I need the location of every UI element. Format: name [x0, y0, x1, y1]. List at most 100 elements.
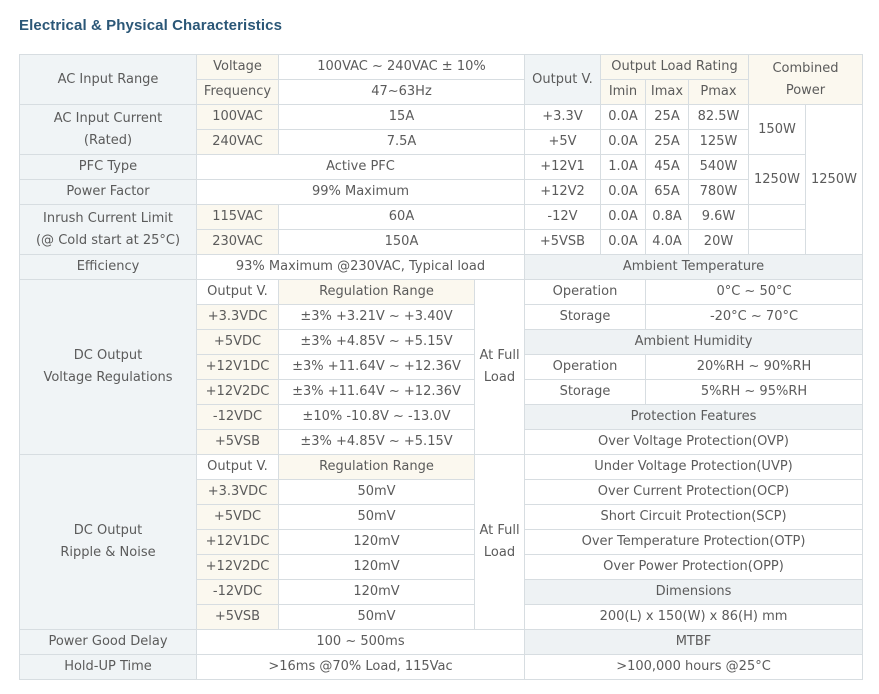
load-imax: 65A — [645, 179, 689, 205]
efficiency-label: Efficiency — [19, 254, 197, 280]
inrush-current-label: Inrush Current Limit (@ Cold start at 25… — [19, 204, 197, 255]
dc-reg-output-v: +12V1DC — [196, 354, 279, 380]
at-full-1: At Full — [479, 348, 520, 363]
inrush-label-1: Inrush Current Limit — [43, 210, 173, 226]
dc-ripple-output-v: +12V1DC — [196, 529, 279, 555]
humidity-operation-value: 20%RH ~ 90%RH — [645, 354, 863, 380]
current-amps: 7.5A — [278, 129, 525, 155]
dc-ripple-range-header: Regulation Range — [278, 454, 475, 480]
dimensions-value: 200(L) x 150(W) x 86(H) mm — [524, 604, 863, 630]
inrush-label-2: (@ Cold start at 25°C) — [35, 232, 181, 248]
load-pmax: 780W — [688, 179, 749, 205]
efficiency-value: 93% Maximum @230VAC, Typical load — [196, 254, 525, 280]
hold-up-time-label: Hold-UP Time — [19, 654, 197, 680]
load-output-v: +12V2 — [524, 179, 601, 205]
output-v-header: Output V. — [524, 54, 601, 105]
dc-reg-output-v-header: Output V. — [196, 279, 279, 305]
frequency-value: 47~63Hz — [278, 79, 525, 105]
dc-ripple-label-2: Ripple & Noise — [60, 545, 156, 560]
temp-operation-value: 0°C ~ 50°C — [645, 279, 863, 305]
load-output-v: +5V — [524, 129, 601, 155]
dimensions-header: Dimensions — [524, 579, 863, 605]
load-imin: 0.0A — [600, 204, 646, 230]
inrush-voltage: 115VAC — [196, 204, 279, 230]
dc-reg-range: ±3% +3.21V ~ +3.40V — [278, 304, 475, 330]
protection-item: Over Temperature Protection(OTP) — [524, 529, 863, 555]
dc-regulation-label: DC Output Voltage Regulations — [19, 279, 197, 455]
power-good-delay-value: 100 ~ 500ms — [196, 629, 525, 655]
ac-input-current-label: AC Input Current (Rated) — [19, 104, 197, 155]
dc-reg-label-1: DC Output — [73, 348, 143, 363]
power-good-delay-label: Power Good Delay — [19, 629, 197, 655]
temp-storage-label: Storage — [524, 304, 646, 330]
load-imax: 0.8A — [645, 204, 689, 230]
dc-ripple-output-v: -12VDC — [196, 579, 279, 605]
dc-ripple-label-1: DC Output — [73, 523, 143, 538]
dc-ripple-value: 120mV — [278, 554, 475, 580]
pmax-header: Pmax — [688, 79, 749, 105]
load-output-v: +3.3V — [524, 104, 601, 130]
output-load-rating-header: Output Load Rating — [600, 54, 749, 80]
imin-header: Imin — [600, 79, 646, 105]
load-pmax: 125W — [688, 129, 749, 155]
dc-reg-range: ±3% +4.85V ~ +5.15V — [278, 429, 475, 455]
protection-features-header: Protection Features — [524, 404, 863, 430]
frequency-label: Frequency — [196, 79, 279, 105]
temp-storage-value: -20°C ~ 70°C — [645, 304, 863, 330]
current-label-1: AC Input Current — [53, 110, 163, 126]
at-full-1: At Full — [479, 523, 520, 538]
inrush-voltage: 230VAC — [196, 229, 279, 255]
protection-item: Over Power Protection(OPP) — [524, 554, 863, 580]
mtbf-value: >100,000 hours @25°C — [524, 654, 863, 680]
load-output-v: +12V1 — [524, 154, 601, 180]
mtbf-header: MTBF — [524, 629, 863, 655]
power-factor-label: Power Factor — [19, 179, 197, 205]
dc-ripple-output-v: +5VSB — [196, 604, 279, 630]
current-voltage: 240VAC — [196, 129, 279, 155]
combined-empty — [748, 204, 806, 230]
load-output-v: -12V — [524, 204, 601, 230]
humidity-operation-label: Operation — [524, 354, 646, 380]
protection-item: Under Voltage Protection(UVP) — [524, 454, 863, 480]
page-title: Electrical & Physical Characteristics — [19, 17, 283, 34]
protection-item: Over Voltage Protection(OVP) — [524, 429, 863, 455]
imax-header: Imax — [645, 79, 689, 105]
temp-operation-label: Operation — [524, 279, 646, 305]
power-factor-value: 99% Maximum — [196, 179, 525, 205]
dc-reg-output-v: -12VDC — [196, 404, 279, 430]
combined-3v3-5v: 150W — [748, 104, 806, 155]
hold-up-time-value: >16ms @70% Load, 115Vac — [196, 654, 525, 680]
combined-label-2: Power — [785, 82, 826, 98]
pfc-type-value: Active PFC — [196, 154, 525, 180]
current-label-2: (Rated) — [83, 132, 133, 148]
voltage-value: 100VAC ~ 240VAC ± 10% — [278, 54, 525, 80]
at-full-2: Load — [483, 545, 516, 560]
inrush-amps: 150A — [278, 229, 525, 255]
load-imin: 0.0A — [600, 179, 646, 205]
dc-reg-label-2: Voltage Regulations — [43, 370, 173, 385]
load-pmax: 9.6W — [688, 204, 749, 230]
load-imax: 4.0A — [645, 229, 689, 255]
load-imax: 25A — [645, 129, 689, 155]
spec-table: AC Input Range Voltage 100VAC ~ 240VAC ±… — [19, 54, 863, 680]
dc-ripple-at-full-load: At Full Load — [474, 454, 525, 630]
ambient-temperature-header: Ambient Temperature — [524, 254, 863, 280]
inrush-amps: 60A — [278, 204, 525, 230]
humidity-storage-label: Storage — [524, 379, 646, 405]
load-pmax: 82.5W — [688, 104, 749, 130]
spec-table-wrapper: AC Input Range Voltage 100VAC ~ 240VAC ±… — [19, 54, 863, 680]
pfc-type-label: PFC Type — [19, 154, 197, 180]
dc-reg-output-v: +5VDC — [196, 329, 279, 355]
dc-ripple-output-v: +5VDC — [196, 504, 279, 530]
dc-ripple-label: DC Output Ripple & Noise — [19, 454, 197, 630]
load-pmax: 20W — [688, 229, 749, 255]
humidity-storage-value: 5%RH ~ 95%RH — [645, 379, 863, 405]
load-output-v: +5VSB — [524, 229, 601, 255]
load-imax: 45A — [645, 154, 689, 180]
load-imin: 0.0A — [600, 104, 646, 130]
combined-empty — [748, 229, 806, 255]
combined-total: 1250W — [805, 104, 863, 255]
dc-ripple-value: 50mV — [278, 604, 475, 630]
protection-item: Short Circuit Protection(SCP) — [524, 504, 863, 530]
dc-reg-range: ±3% +11.64V ~ +12.36V — [278, 379, 475, 405]
